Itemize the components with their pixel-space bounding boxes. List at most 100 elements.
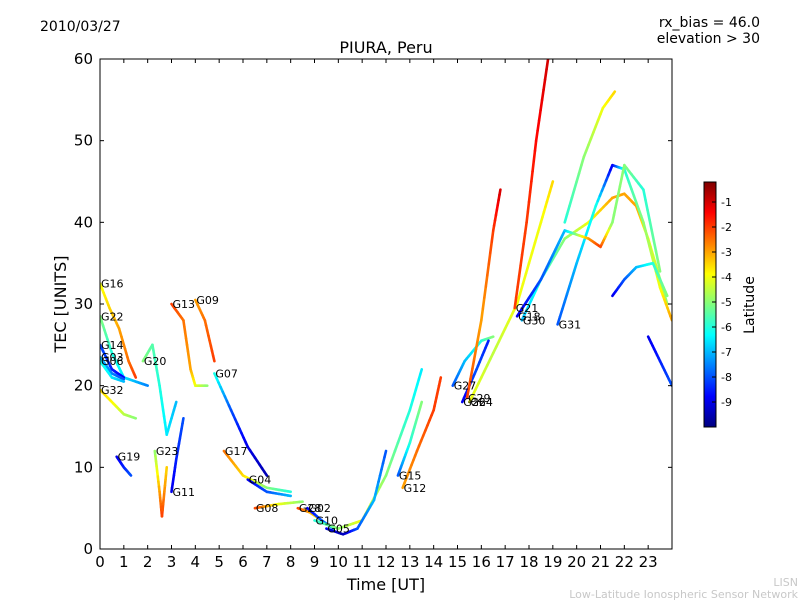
series-segment [550,180,555,188]
series-segment [575,172,581,183]
series-segment [384,466,391,477]
series-segment [648,218,654,232]
x-tick-label: 7 [262,553,272,571]
series-segment [530,241,537,255]
series-segment [642,221,647,232]
series-segment [418,400,424,409]
satellite-label-g20: G20 [144,355,167,368]
series-g16 [100,282,138,379]
series-g17 [222,449,292,494]
x-tick-label: 4 [191,553,201,571]
satellite-label-g23: G23 [156,445,179,458]
series-segment [652,239,658,253]
series-segment [648,245,654,257]
series-segment [393,441,400,453]
series-segment [286,494,292,498]
satellite-label-g32: G32 [101,384,124,397]
colorbar-label: Latitude [742,276,758,334]
satellite-label-g07: G07 [215,367,238,380]
series-segment [467,377,472,390]
series-segment [521,272,528,285]
series-segment [650,253,656,265]
y-tick-label: 40 [74,213,93,231]
satellite-label-g15: G15 [399,470,422,483]
series-g06 [100,359,126,383]
series-g08 [253,500,304,510]
x-tick-label: 16 [472,553,491,571]
series-segment [485,262,491,277]
series-segment [528,180,533,194]
series-segment [536,118,541,132]
series-segment [181,417,185,425]
series-segment [173,400,178,408]
y-tick-label: 10 [74,458,93,476]
x-tick-label: 13 [400,553,419,571]
series-segment [561,300,567,311]
series-segment [577,163,583,175]
x-tick-label: 12 [376,553,395,571]
series-g23 [153,449,169,518]
series-segment [534,129,539,142]
satellite-label-g18: G18 [518,310,541,323]
x-tick-label: 11 [353,553,372,571]
series-g18 [515,163,662,318]
series-g29 [465,188,502,400]
series-g03 [100,355,126,381]
satellite-label-g04: G04 [249,474,272,487]
series-segment [545,59,550,71]
x-tick-label: 23 [639,553,658,571]
series-segment [664,290,669,298]
x-tick-label: 1 [119,553,129,571]
satellite-label-g05: G05 [327,523,350,536]
series-segment [144,383,149,387]
series-segment [568,196,574,208]
data-series-layer [100,59,672,536]
series-segment [656,259,662,273]
x-tick-label: 6 [238,553,248,571]
series-g04 [246,478,292,498]
series-g11 [170,417,185,494]
series-segment [558,307,564,319]
series-segment [211,354,216,363]
series-segment [121,377,126,381]
series-segment [133,374,138,379]
colorbar [703,181,717,428]
colorbar-tick-label: -7 [721,346,732,359]
colorbar-tick-label: -5 [721,296,732,309]
series-segment [542,78,547,91]
series-segment [523,221,528,235]
series-segment [522,231,527,246]
series-segment [650,229,656,243]
satellite-label-g19: G19 [118,451,141,464]
series-g22 [100,314,149,387]
satellite-label-g26: G26 [463,396,486,409]
colorbar-tick-label: -6 [721,321,732,334]
series-segment [438,376,443,383]
chart-title: PIURA, Peru [339,38,432,57]
colorbar-tick-label: -4 [721,271,732,284]
footer-network: Low-Latitude Ionospheric Sensor Network [569,588,798,600]
series-segment [556,315,562,326]
series-segment [387,457,394,469]
series-segment [531,159,536,173]
y-tick-label: 60 [74,50,93,68]
series-segment [476,328,481,342]
x-tick-label: 9 [310,553,320,571]
series-segment [568,277,574,288]
satellite-label-g31: G31 [559,318,582,331]
y-tick-label: 0 [83,540,93,558]
series-segment [537,108,542,122]
series-segment [526,200,531,214]
series-segment [132,416,138,420]
series-segment [383,449,388,459]
series-segment [572,180,578,191]
series-segment [498,188,502,197]
series-g09 [194,298,216,363]
x-tick-label: 22 [615,553,634,571]
series-segment [540,88,545,102]
x-tick-label: 17 [496,553,515,571]
satellite-label-g03: G03 [101,351,124,364]
series-segment [418,368,424,376]
satellite-label-g09: G09 [196,294,219,307]
